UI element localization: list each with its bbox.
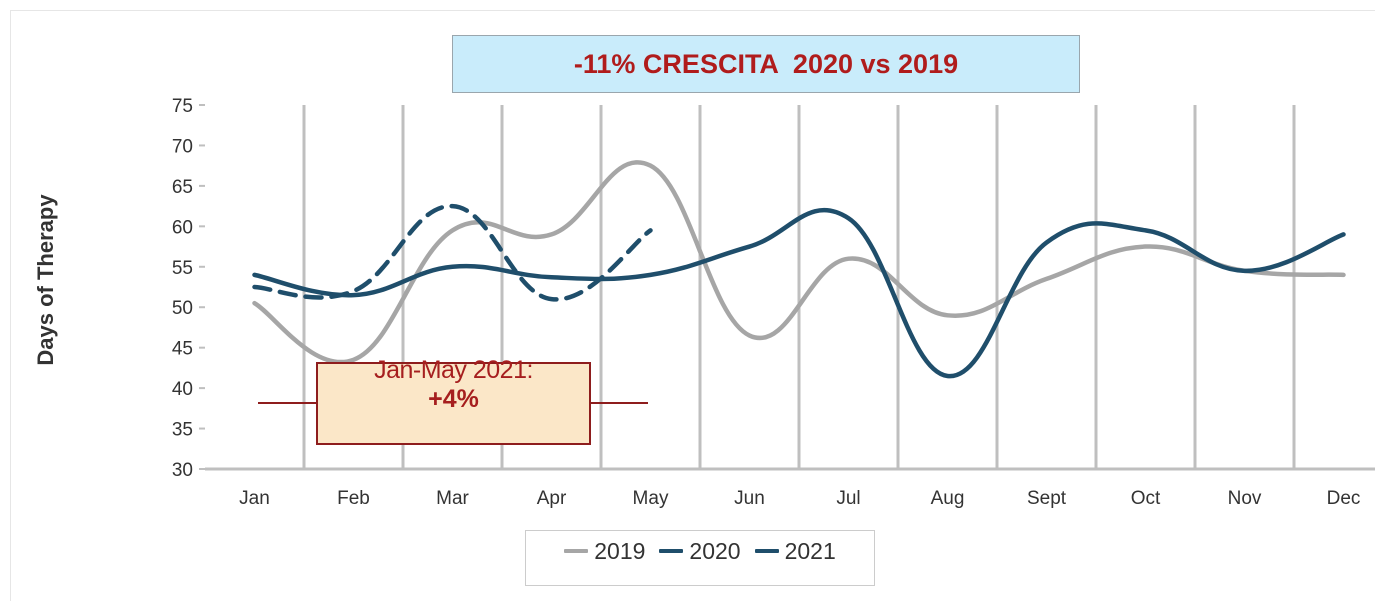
legend-item-2019: 2019	[564, 538, 645, 565]
legend-item-2020: 2020	[659, 537, 741, 565]
legend-label-2021: 2021	[784, 537, 836, 564]
x-tick-label: Oct	[1131, 488, 1161, 509]
annotation-line1: Jan-May 2021:	[374, 356, 533, 384]
series-line-2019	[252, 160, 1346, 365]
y-tick-label: 50	[172, 298, 193, 319]
y-tick-label: 35	[172, 420, 193, 441]
x-tick-label: Dec	[1327, 488, 1361, 509]
x-tick-label: Apr	[537, 488, 567, 509]
x-tick-label: Sept	[1027, 488, 1067, 509]
legend-label-2019: 2019	[594, 537, 646, 564]
legend-swatch-2021	[754, 549, 779, 553]
y-tick-label: 30	[172, 460, 193, 481]
x-tick-label: Jan	[239, 488, 270, 509]
legend: 2019 2020 2021	[525, 530, 875, 586]
x-tick-label: Nov	[1228, 488, 1262, 509]
chart-title: -11% CRESCITA 2020 vs 2019	[452, 35, 1080, 93]
x-tick-label: Aug	[931, 488, 965, 509]
x-tick-label: Feb	[337, 488, 370, 509]
annotation-box: Jan-May 2021: +4%	[316, 356, 591, 445]
x-tick-label: Jul	[836, 488, 860, 509]
legend-swatch-2020	[659, 549, 684, 553]
legend-swatch-2019	[564, 549, 589, 553]
y-tick-label: 75	[172, 96, 193, 117]
legend-label-2020: 2020	[689, 537, 741, 564]
y-tick-label: 55	[172, 258, 193, 279]
y-tick-label: 45	[172, 339, 193, 360]
y-tick-label: 70	[172, 136, 193, 157]
series-line-2021	[252, 203, 653, 302]
y-tick-label: 40	[172, 379, 193, 400]
x-tick-label: Mar	[436, 488, 469, 509]
chart-frame	[10, 10, 1375, 601]
legend-item-2021: 2021	[754, 537, 836, 565]
x-tick-label: May	[633, 488, 669, 509]
y-tick-label: 60	[172, 217, 193, 238]
x-tick-label: Jun	[734, 488, 765, 509]
series-line-2020	[252, 207, 1346, 379]
annotation-line2: +4%	[428, 385, 479, 413]
y-tick-label: 65	[172, 177, 193, 198]
y-axis-label: Days of Therapy	[33, 194, 58, 366]
